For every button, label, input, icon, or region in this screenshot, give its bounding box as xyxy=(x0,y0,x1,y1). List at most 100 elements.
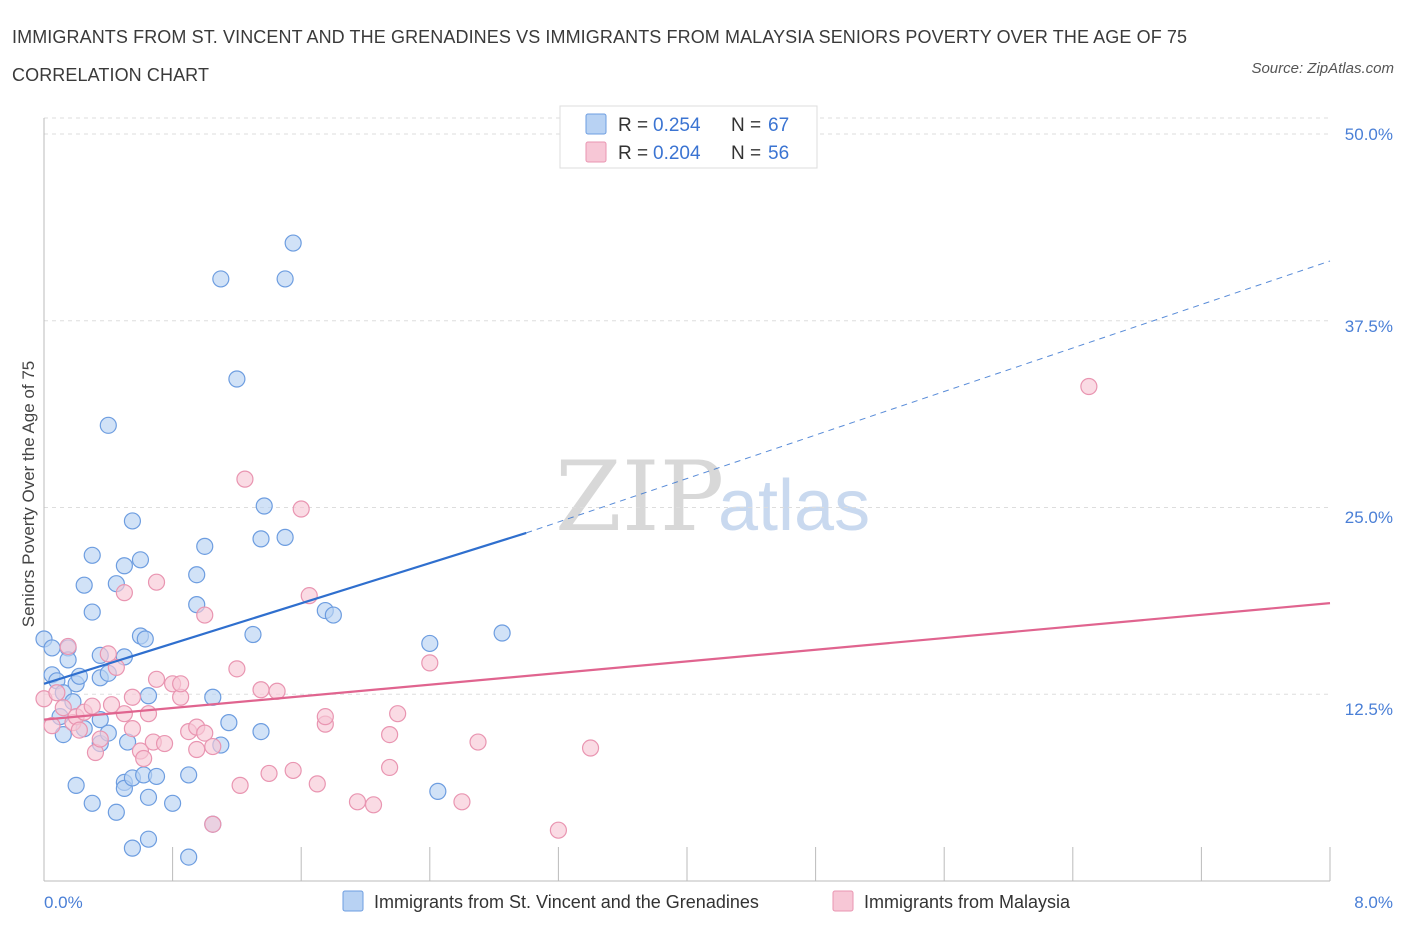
bottom-legend-swatch-vincent xyxy=(342,890,364,912)
point-vincent-32 xyxy=(123,839,142,857)
point-malaysia-40 xyxy=(260,764,278,783)
point-vincent-61 xyxy=(324,606,342,624)
point-vincent-52 xyxy=(228,370,246,388)
x-axis-ticks xyxy=(172,847,1331,881)
point-vincent-41 xyxy=(147,767,166,786)
point-malaysia-34 xyxy=(204,815,222,833)
point-vincent-51 xyxy=(220,714,238,732)
point-malaysia-49 xyxy=(364,796,383,814)
point-malaysia-33 xyxy=(196,606,214,624)
point-vincent-59 xyxy=(284,234,302,252)
legend-r-value-malaysia: 0.204 xyxy=(653,143,701,164)
point-vincent-6 xyxy=(54,725,72,744)
legend-r-label-malaysia: R = xyxy=(618,143,648,164)
point-malaysia-3 xyxy=(54,699,72,717)
point-vincent-40 xyxy=(139,830,158,848)
point-malaysia-21 xyxy=(135,749,153,768)
gridlines xyxy=(44,117,1330,695)
point-malaysia-24 xyxy=(147,573,166,591)
legend-n-value-malaysia: 56 xyxy=(768,143,789,164)
trend-malaysia xyxy=(43,602,1331,721)
point-vincent-56 xyxy=(255,497,273,515)
point-vincent-16 xyxy=(83,794,101,812)
x-tick-label-min: 0.0% xyxy=(44,893,83,912)
point-malaysia-23 xyxy=(147,670,166,688)
point-vincent-64 xyxy=(493,624,511,642)
y-tick-label-12-5: 12.5% xyxy=(1345,700,1393,719)
point-vincent-53 xyxy=(244,625,262,644)
point-malaysia-17 xyxy=(123,688,142,706)
point-malaysia-58 xyxy=(1080,377,1098,396)
point-vincent-25 xyxy=(107,803,125,821)
legend-r-label-vincent: R = xyxy=(618,115,648,136)
point-malaysia-9 xyxy=(83,697,101,715)
point-vincent-34 xyxy=(131,551,150,569)
point-vincent-13 xyxy=(75,576,93,594)
point-malaysia-35 xyxy=(204,737,222,756)
point-vincent-54 xyxy=(252,530,270,548)
point-malaysia-54 xyxy=(453,793,471,811)
point-malaysia-41 xyxy=(268,682,286,700)
point-vincent-33 xyxy=(123,512,142,530)
point-malaysia-25 xyxy=(155,734,174,753)
chart-title: IMMIGRANTS FROM ST. VINCENT AND THE GREN… xyxy=(12,27,1188,85)
legend-n-label-vincent: N = xyxy=(731,115,761,136)
y-tick-label-50: 50.0% xyxy=(1345,125,1393,144)
point-malaysia-51 xyxy=(381,725,399,744)
watermark-zip: ZIP xyxy=(555,441,724,553)
point-vincent-63 xyxy=(429,782,447,800)
point-vincent-50 xyxy=(212,270,230,288)
point-malaysia-42 xyxy=(284,761,302,780)
legend-n-label-malaysia: N = xyxy=(731,143,761,164)
point-vincent-38 xyxy=(139,687,158,705)
chart-source: Source: ZipAtlas.com xyxy=(1251,60,1394,77)
point-malaysia-1 xyxy=(43,717,61,735)
point-vincent-43 xyxy=(180,848,198,866)
bottom-legend-label-malaysia: Immigrants from Malaysia xyxy=(864,892,1071,912)
bottom-legend-label-vincent: Immigrants from St. Vincent and the Gren… xyxy=(374,892,759,912)
point-malaysia-36 xyxy=(228,660,246,678)
series-malaysia-points xyxy=(35,377,1098,839)
legend-box: R = 0.254 N = 67 R = 0.204 N = 56 xyxy=(559,105,818,169)
trend-vincent-dashed xyxy=(526,260,1331,534)
point-malaysia-38 xyxy=(236,470,254,488)
bottom-legend: Immigrants from St. Vincent and the Gren… xyxy=(342,890,1071,912)
legend-swatch-malaysia xyxy=(585,141,607,163)
legend-swatch-vincent xyxy=(585,113,607,135)
point-malaysia-7 xyxy=(70,721,88,739)
point-vincent-47 xyxy=(196,537,214,555)
bottom-legend-swatch-malaysia xyxy=(832,890,854,912)
point-malaysia-53 xyxy=(421,654,439,672)
point-malaysia-56 xyxy=(549,821,568,839)
legend-n-value-vincent: 67 xyxy=(768,115,789,136)
point-vincent-1 xyxy=(43,639,61,657)
point-malaysia-18 xyxy=(123,720,142,738)
trend-lines xyxy=(43,260,1331,721)
y-tick-label-37-5: 37.5% xyxy=(1345,317,1393,336)
point-malaysia-2 xyxy=(48,684,66,702)
point-malaysia-55 xyxy=(469,733,487,751)
point-malaysia-39 xyxy=(252,681,270,699)
x-tick-label-max: 8.0% xyxy=(1354,893,1393,912)
point-malaysia-4 xyxy=(59,637,77,656)
point-vincent-58 xyxy=(276,528,294,546)
point-malaysia-20 xyxy=(139,705,158,723)
point-malaysia-37 xyxy=(231,776,249,794)
point-vincent-57 xyxy=(276,270,294,288)
point-vincent-55 xyxy=(252,722,270,741)
point-malaysia-30 xyxy=(188,740,206,759)
point-vincent-15 xyxy=(83,603,101,621)
y-tick-label-25: 25.0% xyxy=(1345,508,1393,527)
point-malaysia-48 xyxy=(348,793,367,811)
point-malaysia-12 xyxy=(99,645,117,663)
point-malaysia-32 xyxy=(196,724,214,742)
point-vincent-44 xyxy=(180,766,198,784)
point-malaysia-57 xyxy=(581,739,600,757)
point-malaysia-16 xyxy=(115,584,133,602)
point-vincent-39 xyxy=(139,788,158,806)
point-vincent-37 xyxy=(136,630,154,648)
legend-r-value-vincent: 0.254 xyxy=(653,115,701,136)
point-vincent-14 xyxy=(83,546,101,564)
point-vincent-45 xyxy=(188,566,206,584)
